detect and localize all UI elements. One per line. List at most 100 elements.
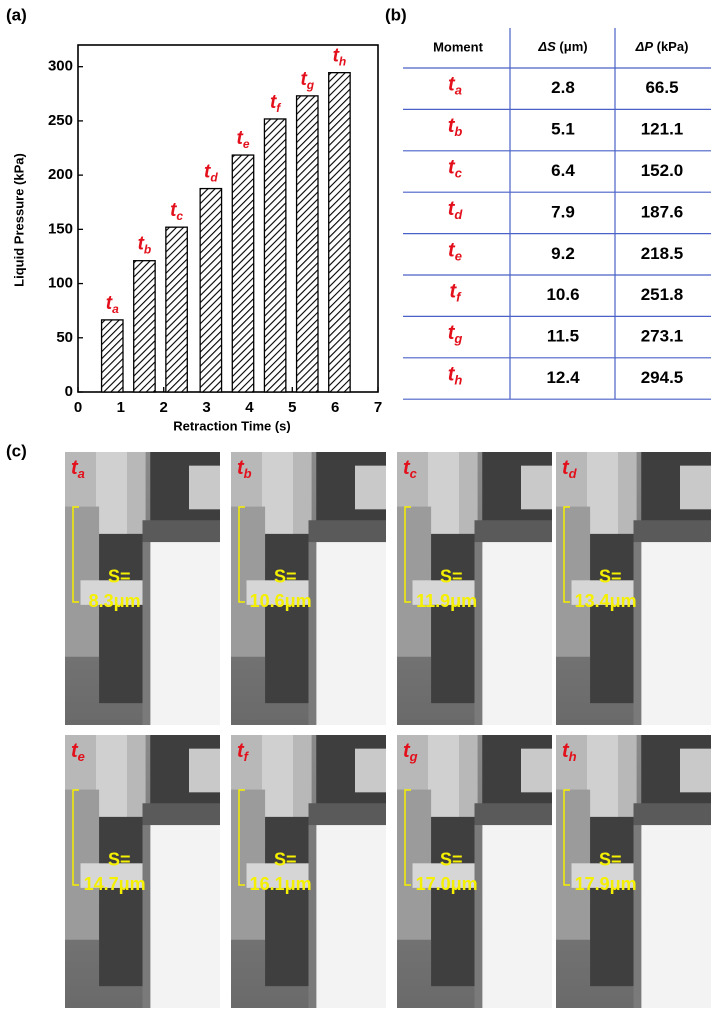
moment-subscript: h <box>339 55 346 69</box>
header-unit: (kPa) <box>653 39 688 54</box>
image-region <box>590 534 637 703</box>
image-region <box>431 817 478 986</box>
table-cell: 9.2 <box>551 244 575 263</box>
x-tick-label: 1 <box>117 399 125 416</box>
table-cell: 11.5 <box>547 327 579 346</box>
bar <box>297 96 318 392</box>
table-cell: 5.1 <box>551 120 575 139</box>
image-region <box>634 825 642 1008</box>
table-cell: 66.5 <box>645 78 678 97</box>
image-region <box>99 817 146 986</box>
header-symbol: ΔP <box>635 39 654 54</box>
image-region <box>431 534 478 703</box>
image-region <box>150 825 220 1008</box>
table-cell: 2.8 <box>551 78 575 97</box>
x-tick-label: 3 <box>202 399 210 416</box>
table-header: Moment <box>433 39 484 54</box>
micrograph <box>231 735 386 1008</box>
table-header: ΔP (kPa) <box>635 39 689 54</box>
image-region <box>316 825 386 1008</box>
table-cell: 187.6 <box>641 202 684 221</box>
measure-label: S= <box>599 566 622 586</box>
y-tick-label: 150 <box>48 220 73 237</box>
micrograph <box>231 452 386 725</box>
y-axis-title: Liquid Pressure (kPa) <box>11 153 26 287</box>
micrograph <box>397 452 552 725</box>
measure-label: S= <box>274 566 297 586</box>
table-cell: 121.1 <box>641 120 684 139</box>
y-tick-label: 200 <box>48 166 73 183</box>
image-region <box>641 825 711 1008</box>
moment-subscript: e <box>455 249 462 264</box>
image-region <box>355 749 386 793</box>
table-cell: 10.6 <box>546 285 579 304</box>
x-tick-label: 6 <box>331 399 339 416</box>
panel-label: (c) <box>6 441 27 460</box>
bar <box>232 155 253 392</box>
measure-value: 14.7μm <box>84 874 146 894</box>
table-header: ΔS (μm) <box>537 39 587 54</box>
table-cell: 218.5 <box>641 244 684 263</box>
image-region <box>587 452 618 534</box>
y-tick-label: 100 <box>48 275 73 292</box>
panel-label: (a) <box>6 5 27 24</box>
image-region <box>482 542 552 725</box>
moment-subscript: d <box>569 466 578 481</box>
measure-value: 13.4μm <box>575 591 637 611</box>
image-region <box>99 534 146 703</box>
bar <box>200 189 221 392</box>
image-region <box>265 817 312 986</box>
image-region <box>355 466 386 510</box>
moment-label: th <box>333 46 347 69</box>
measure-label: S= <box>108 849 131 869</box>
x-tick-label: 2 <box>160 399 168 416</box>
moment-subscript: g <box>306 78 315 92</box>
bar <box>134 261 155 392</box>
moment-label: te <box>448 240 462 264</box>
measure-label: S= <box>108 566 131 586</box>
micrograph <box>556 452 711 725</box>
moment-subscript: a <box>78 466 85 481</box>
image-region <box>428 735 459 817</box>
x-tick-label: 5 <box>288 399 296 416</box>
moment-subscript: h <box>569 749 577 764</box>
header-unit: (μm) <box>556 39 588 54</box>
image-region <box>143 542 151 725</box>
moment-subscript: h <box>454 373 462 388</box>
moment-label: tg <box>448 322 463 346</box>
x-tick-label: 4 <box>245 399 254 416</box>
image-region <box>521 749 552 793</box>
moment-label: tb <box>448 115 463 139</box>
moment-label: tg <box>300 69 314 92</box>
table-cell: 152.0 <box>641 161 684 180</box>
bar <box>102 320 123 392</box>
image-region <box>143 825 151 1008</box>
image-region <box>475 825 483 1008</box>
image-region <box>262 735 293 817</box>
measure-value: 16.1μm <box>250 874 312 894</box>
moment-subscript: e <box>243 137 250 151</box>
moment-label: td <box>204 162 218 185</box>
image-region <box>189 749 220 793</box>
table-cell: 294.5 <box>641 368 684 387</box>
measure-value: 10.6μm <box>250 591 312 611</box>
moment-label: tc <box>170 200 183 223</box>
y-tick-label: 50 <box>56 329 73 346</box>
moment-subscript: g <box>409 749 418 764</box>
image-region <box>521 466 552 510</box>
image-region <box>309 542 317 725</box>
header-symbol: ΔS <box>537 39 556 54</box>
micrograph <box>65 452 220 725</box>
moment-subscript: b <box>144 243 151 257</box>
moment-label: tf <box>449 281 462 305</box>
image-region <box>680 749 711 793</box>
bar <box>329 73 350 392</box>
moment-subscript: b <box>454 125 462 140</box>
micrograph <box>556 735 711 1008</box>
table-cell: 12.4 <box>546 368 580 387</box>
image-region <box>475 542 483 725</box>
image-region <box>96 735 127 817</box>
image-region <box>482 825 552 1008</box>
moment-label: tf <box>270 92 281 115</box>
x-axis-title: Retraction Time (s) <box>173 418 291 433</box>
